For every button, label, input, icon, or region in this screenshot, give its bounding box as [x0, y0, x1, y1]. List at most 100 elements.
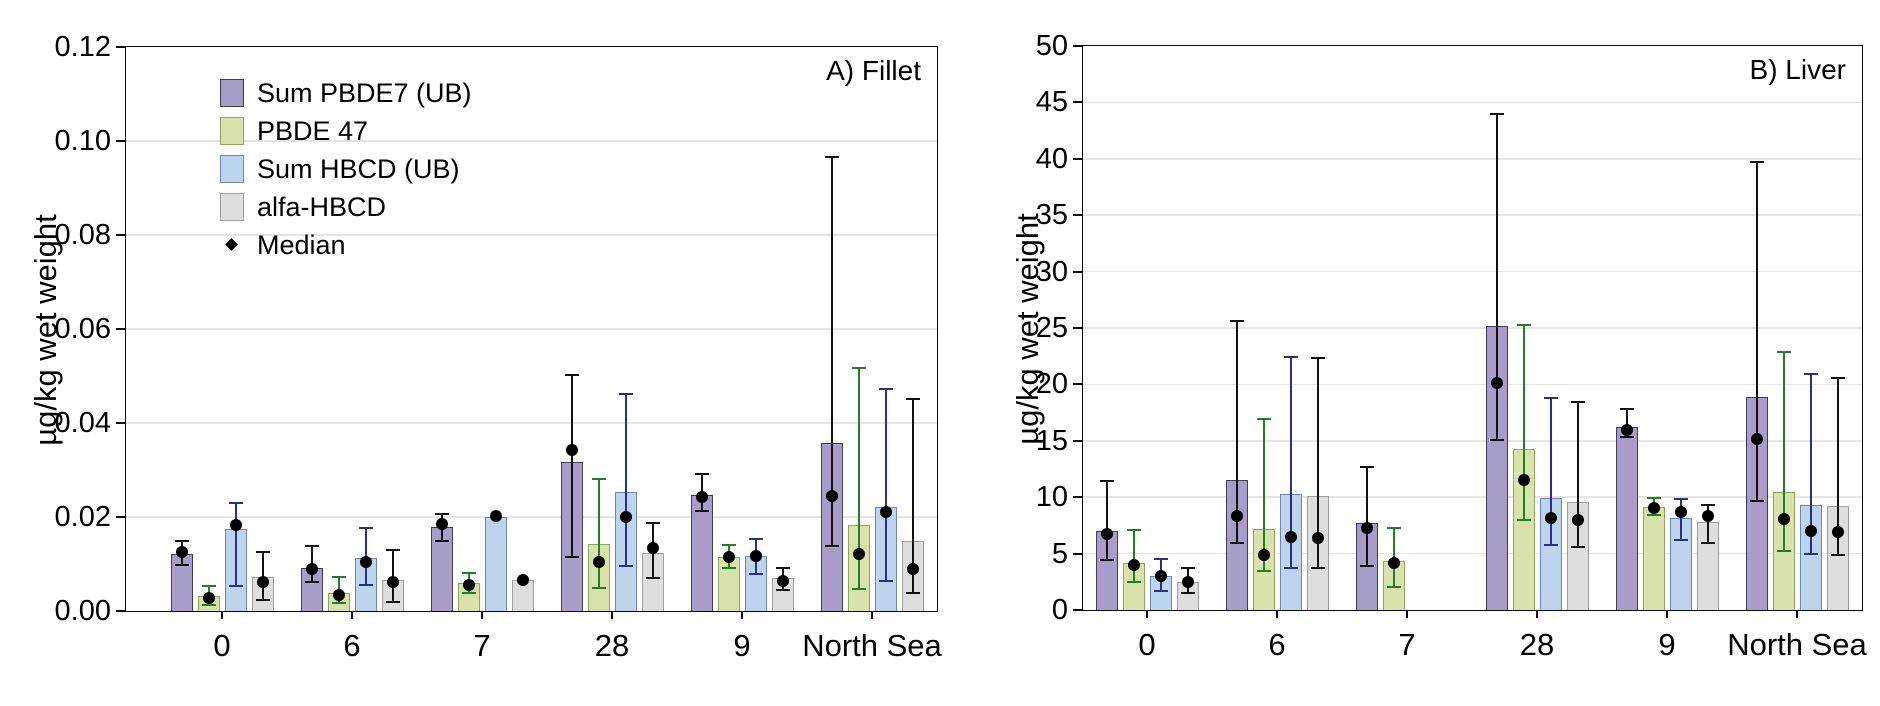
error-bar-cap-bottom — [1516, 518, 1531, 521]
median-marker — [1620, 423, 1633, 436]
y-axis-tick — [1072, 496, 1082, 499]
error-bar — [570, 374, 573, 557]
gridline — [126, 140, 937, 142]
y-tick-label: 0.10 — [54, 125, 111, 157]
error-bar-cap-top — [851, 366, 866, 369]
error-bar-cap-bottom — [1749, 499, 1764, 502]
y-axis-tick — [1072, 327, 1082, 329]
x-axis-tick — [1536, 610, 1538, 618]
error-bar-cap-top — [1646, 497, 1661, 500]
x-category-label: 28 — [594, 628, 630, 663]
error-bar — [1105, 481, 1108, 561]
x-category-label: 0 — [1138, 627, 1156, 662]
median-marker — [202, 592, 215, 605]
error-bar-cap-top — [385, 548, 400, 551]
error-bar-cap-top — [645, 522, 660, 525]
error-bar-cap-bottom — [1126, 580, 1141, 583]
x-category-label: 0 — [213, 628, 231, 663]
error-bar — [1235, 321, 1238, 544]
median-marker — [386, 575, 399, 588]
y-axis-tick — [1072, 214, 1082, 217]
error-bar — [1625, 409, 1628, 438]
x-category-label: 7 — [473, 628, 491, 663]
y-axis-tick — [115, 140, 125, 142]
error-bar-cap-top — [304, 545, 319, 548]
median-marker — [1387, 556, 1400, 569]
error-bar — [234, 503, 237, 587]
error-bar-cap-top — [1489, 112, 1504, 115]
error-bar-cap-top — [1700, 504, 1715, 507]
x-axis-tick — [351, 611, 353, 619]
error-bar-cap-top — [201, 585, 216, 588]
error-bar — [1316, 358, 1319, 569]
legend-item: Sum HBCD (UB) — [220, 150, 472, 188]
error-bar-cap-top — [331, 576, 346, 579]
error-bar-cap-bottom — [1099, 559, 1114, 562]
gridline — [1083, 101, 1862, 104]
bar — [484, 517, 507, 611]
error-bar-cap-top — [1673, 498, 1688, 501]
error-bar-cap-top — [434, 513, 449, 516]
median-marker — [1647, 502, 1660, 515]
error-bar-cap-bottom — [1803, 552, 1818, 555]
error-bar-cap-top — [1386, 526, 1401, 529]
error-bar — [857, 367, 860, 589]
legend-label: PBDE 47 — [257, 116, 369, 146]
y-tick-label: 35 — [1035, 199, 1068, 232]
error-bar-cap-top — [1359, 465, 1374, 468]
error-bar-cap-bottom — [331, 602, 346, 604]
error-bar-cap-bottom — [905, 592, 920, 595]
error-bar-cap-top — [618, 392, 633, 395]
median-marker — [1100, 528, 1113, 541]
error-bar-cap-bottom — [255, 599, 270, 602]
error-bar-cap-top — [461, 572, 476, 575]
error-bar-cap-bottom — [775, 588, 790, 591]
error-bar-cap-bottom — [694, 509, 709, 512]
y-tick-label: 0.08 — [54, 219, 111, 251]
error-bar-cap-bottom — [1310, 567, 1325, 570]
panel-label-liver: B) Liver — [1749, 54, 1846, 85]
legend-swatch — [220, 117, 244, 145]
error-bar-cap-top — [1749, 161, 1764, 164]
error-bar-cap-top — [748, 538, 763, 541]
y-tick-label: 0.04 — [54, 407, 111, 439]
gridline — [1083, 496, 1862, 498]
y-axis-tick — [115, 234, 125, 236]
error-bar-cap-top — [1516, 323, 1531, 326]
error-bar-cap-top — [1830, 376, 1845, 379]
x-category-label: 7 — [1398, 627, 1416, 662]
median-marker — [1777, 512, 1790, 525]
legend-item-median: Median — [220, 226, 472, 264]
error-bar-cap-bottom — [748, 572, 763, 575]
median-marker — [776, 575, 789, 588]
gridline — [1083, 327, 1862, 329]
median-marker — [1517, 474, 1530, 487]
error-bar — [1495, 113, 1498, 440]
error-bar-cap-top — [1570, 401, 1585, 404]
error-bar — [1522, 324, 1525, 520]
median-marker — [592, 555, 605, 568]
error-bar-cap-top — [591, 477, 606, 480]
y-axis-tick — [1072, 609, 1082, 611]
median-marker — [565, 444, 578, 457]
error-bar — [1755, 162, 1758, 501]
median-marker — [1571, 513, 1584, 526]
legend-swatch — [220, 155, 244, 183]
x-category-label: 6 — [1268, 627, 1286, 662]
error-bar-cap-bottom — [1359, 565, 1374, 567]
y-axis-tick — [1072, 157, 1082, 160]
y-axis-tick — [115, 422, 125, 424]
median-marker — [906, 563, 919, 576]
error-bar — [1782, 351, 1785, 552]
error-bar — [1365, 466, 1368, 566]
legend-item: PBDE 47 — [220, 112, 472, 150]
error-bar-cap-bottom — [1180, 592, 1195, 595]
gridline — [126, 328, 937, 330]
median-marker — [852, 547, 865, 560]
median-marker — [462, 579, 475, 592]
error-bar-cap-bottom — [434, 540, 449, 543]
gridline — [1083, 158, 1862, 160]
median-marker — [1284, 530, 1297, 543]
gridline — [1083, 440, 1862, 442]
error-bar-cap-top — [1803, 373, 1818, 376]
